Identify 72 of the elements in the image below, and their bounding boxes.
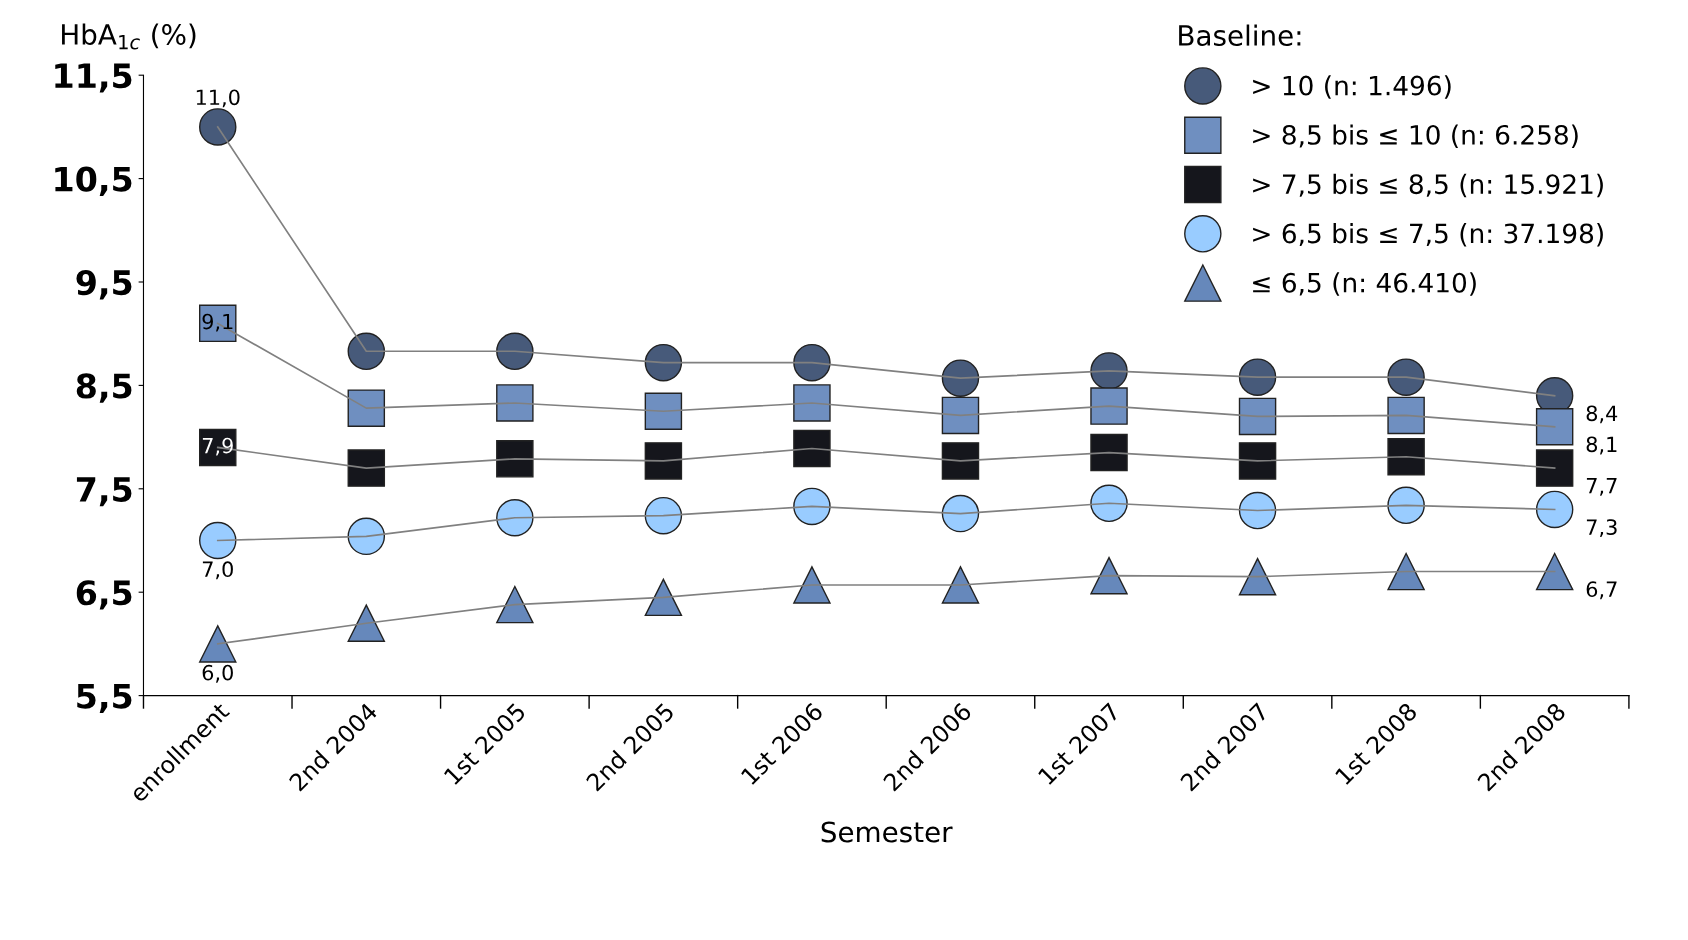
y-tick-label: 7,5 [76, 477, 132, 507]
y-axis-title: HbA$_{1c}$ (%) [62, 23, 196, 50]
point [1387, 396, 1425, 435]
point [941, 566, 980, 604]
point [1238, 557, 1277, 596]
point [941, 359, 980, 397]
point [644, 442, 683, 480]
legend-title: Baseline: [1179, 24, 1301, 46]
point [1238, 397, 1277, 436]
y-tick-label: 6,5 [76, 580, 132, 610]
point [644, 496, 683, 535]
point [496, 384, 534, 422]
point [1387, 552, 1425, 591]
y-tick-label: 10,5 [55, 166, 132, 196]
data-label: 8,1 [1586, 436, 1617, 455]
legend-label: > 7,5 bis ≤ 8,5 (n: 15.921) [1253, 173, 1603, 198]
point [941, 494, 980, 533]
legend-label: > 6,5 bis ≤ 7,5 (n: 37.198) [1253, 223, 1603, 247]
data-label: 11,0 [196, 89, 240, 108]
y-tick-label: 8,5 [76, 373, 132, 403]
point [496, 585, 534, 624]
point [1238, 442, 1277, 480]
point [347, 332, 386, 371]
x-axis-title: Semester [821, 821, 953, 843]
data-label: 7,3 [1586, 519, 1617, 538]
point [347, 389, 386, 427]
data-label: 9,1 [202, 313, 233, 332]
point [1535, 490, 1574, 529]
point [1090, 387, 1128, 425]
legend-label: ≤ 6,5 (n: 46.410) [1253, 272, 1476, 296]
point [1238, 491, 1277, 530]
point [644, 343, 683, 382]
data-label: 7,0 [202, 561, 233, 580]
data-label: 8,4 [1586, 405, 1618, 424]
point [1535, 552, 1574, 591]
point [793, 487, 831, 526]
point [793, 384, 831, 422]
point [496, 440, 534, 478]
point [496, 499, 534, 537]
point [644, 578, 683, 617]
point [1387, 486, 1425, 525]
point [1387, 358, 1425, 396]
point [1238, 358, 1277, 396]
point [793, 566, 831, 604]
data-label: 6,7 [1586, 581, 1617, 600]
data-label: 7,9 [202, 437, 233, 456]
point [1387, 437, 1425, 476]
legend-label: > 8,5 bis ≤ 10 (n: 6.258) [1253, 124, 1578, 148]
point [1090, 556, 1128, 595]
point [347, 604, 386, 642]
point [199, 625, 237, 663]
point [793, 429, 831, 468]
y-tick-label: 9,5 [76, 269, 132, 300]
point [199, 108, 237, 146]
data-label: 7,7 [1586, 478, 1617, 496]
point [1090, 484, 1128, 523]
point [644, 392, 683, 431]
point [496, 332, 534, 371]
point [1090, 433, 1128, 472]
point [347, 449, 386, 487]
y-tick-label: 11,5 [55, 63, 132, 93]
point [941, 396, 980, 435]
point [199, 521, 237, 560]
point [347, 517, 386, 556]
point [1090, 352, 1128, 390]
point [941, 442, 980, 480]
data-label: 6,0 [202, 664, 233, 683]
point [1535, 449, 1574, 487]
point [793, 343, 831, 382]
y-tick-label: 5,5 [77, 683, 132, 713]
point [1535, 408, 1574, 446]
legend-label: > 10 (n: 1.496) [1253, 75, 1451, 99]
